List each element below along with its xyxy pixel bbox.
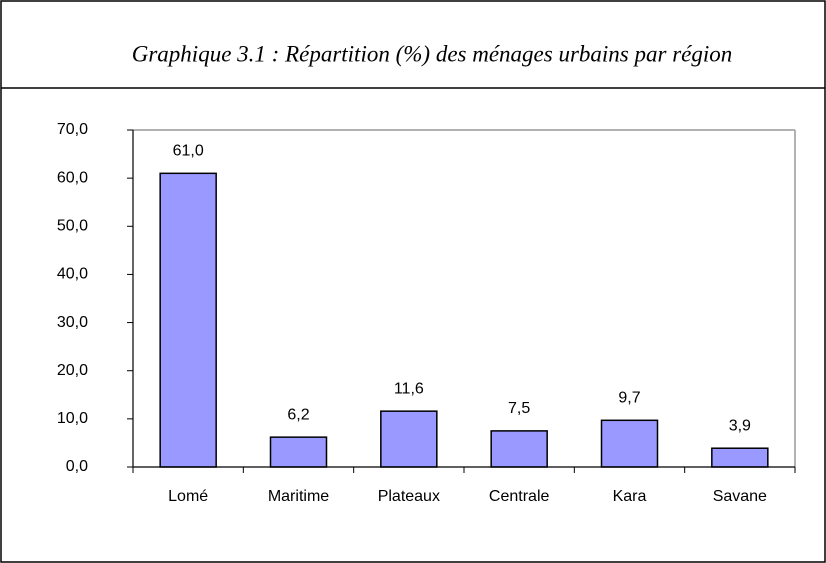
x-tick-label: Plateaux bbox=[378, 488, 440, 505]
y-tick-label: 0,0 bbox=[66, 458, 88, 475]
y-tick-label: 10,0 bbox=[57, 410, 88, 427]
data-label: 7,5 bbox=[508, 400, 530, 417]
x-tick-label: Kara bbox=[613, 488, 647, 505]
x-tick-label: Maritime bbox=[268, 488, 329, 505]
x-tick-label: Lomé bbox=[168, 488, 208, 505]
bar bbox=[490, 430, 548, 468]
bar bbox=[600, 419, 659, 468]
bar bbox=[380, 410, 438, 468]
y-tick-label: 70,0 bbox=[57, 121, 88, 138]
bar bbox=[269, 436, 328, 468]
data-label: 6,2 bbox=[287, 406, 309, 423]
y-tick-label: 50,0 bbox=[57, 218, 88, 235]
y-tick-label: 60,0 bbox=[57, 169, 88, 186]
data-label: 61,0 bbox=[173, 143, 204, 160]
chart-title: Graphique 3.1 : Répartition (%) des ména… bbox=[132, 41, 733, 66]
y-tick-label: 40,0 bbox=[57, 266, 88, 283]
y-tick-label: 30,0 bbox=[57, 314, 88, 331]
data-label: 3,9 bbox=[729, 417, 751, 434]
bar bbox=[711, 447, 769, 468]
x-tick-label: Savane bbox=[713, 488, 767, 505]
x-tick-label: Centrale bbox=[489, 488, 550, 505]
data-label: 9,7 bbox=[618, 390, 640, 407]
data-label: 11,6 bbox=[394, 380, 424, 397]
y-tick-label: 20,0 bbox=[57, 362, 88, 379]
bar bbox=[159, 172, 217, 468]
